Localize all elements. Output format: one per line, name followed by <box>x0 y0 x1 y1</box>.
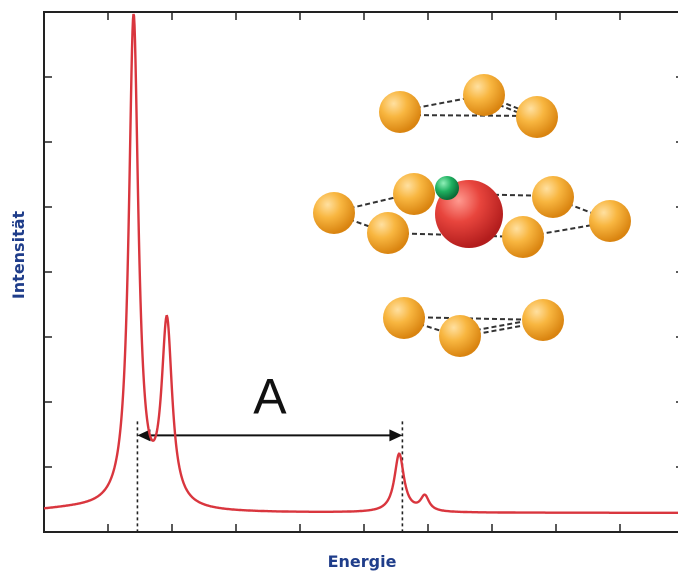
tick-marks <box>44 12 678 532</box>
spectrum-line <box>44 13 678 514</box>
arrow-head-right <box>389 429 403 442</box>
atom-orange <box>589 200 631 242</box>
x-axis-label: Energie <box>328 552 397 571</box>
arrow-head-left <box>137 429 151 442</box>
atom-orange <box>439 315 481 357</box>
atom-orange <box>522 299 564 341</box>
molecule-illustration <box>313 74 631 357</box>
atom-green <box>435 176 459 200</box>
atom-orange <box>393 173 435 215</box>
atom-orange <box>463 74 505 116</box>
annotation-label: A <box>253 368 287 424</box>
atom-orange <box>367 212 409 254</box>
atom-orange <box>516 96 558 138</box>
atom-orange <box>383 297 425 339</box>
atom-orange <box>313 192 355 234</box>
atom-orange <box>532 176 574 218</box>
y-axis-label: Intensität <box>9 210 28 299</box>
atom-orange <box>502 216 544 258</box>
atom-orange <box>379 91 421 133</box>
